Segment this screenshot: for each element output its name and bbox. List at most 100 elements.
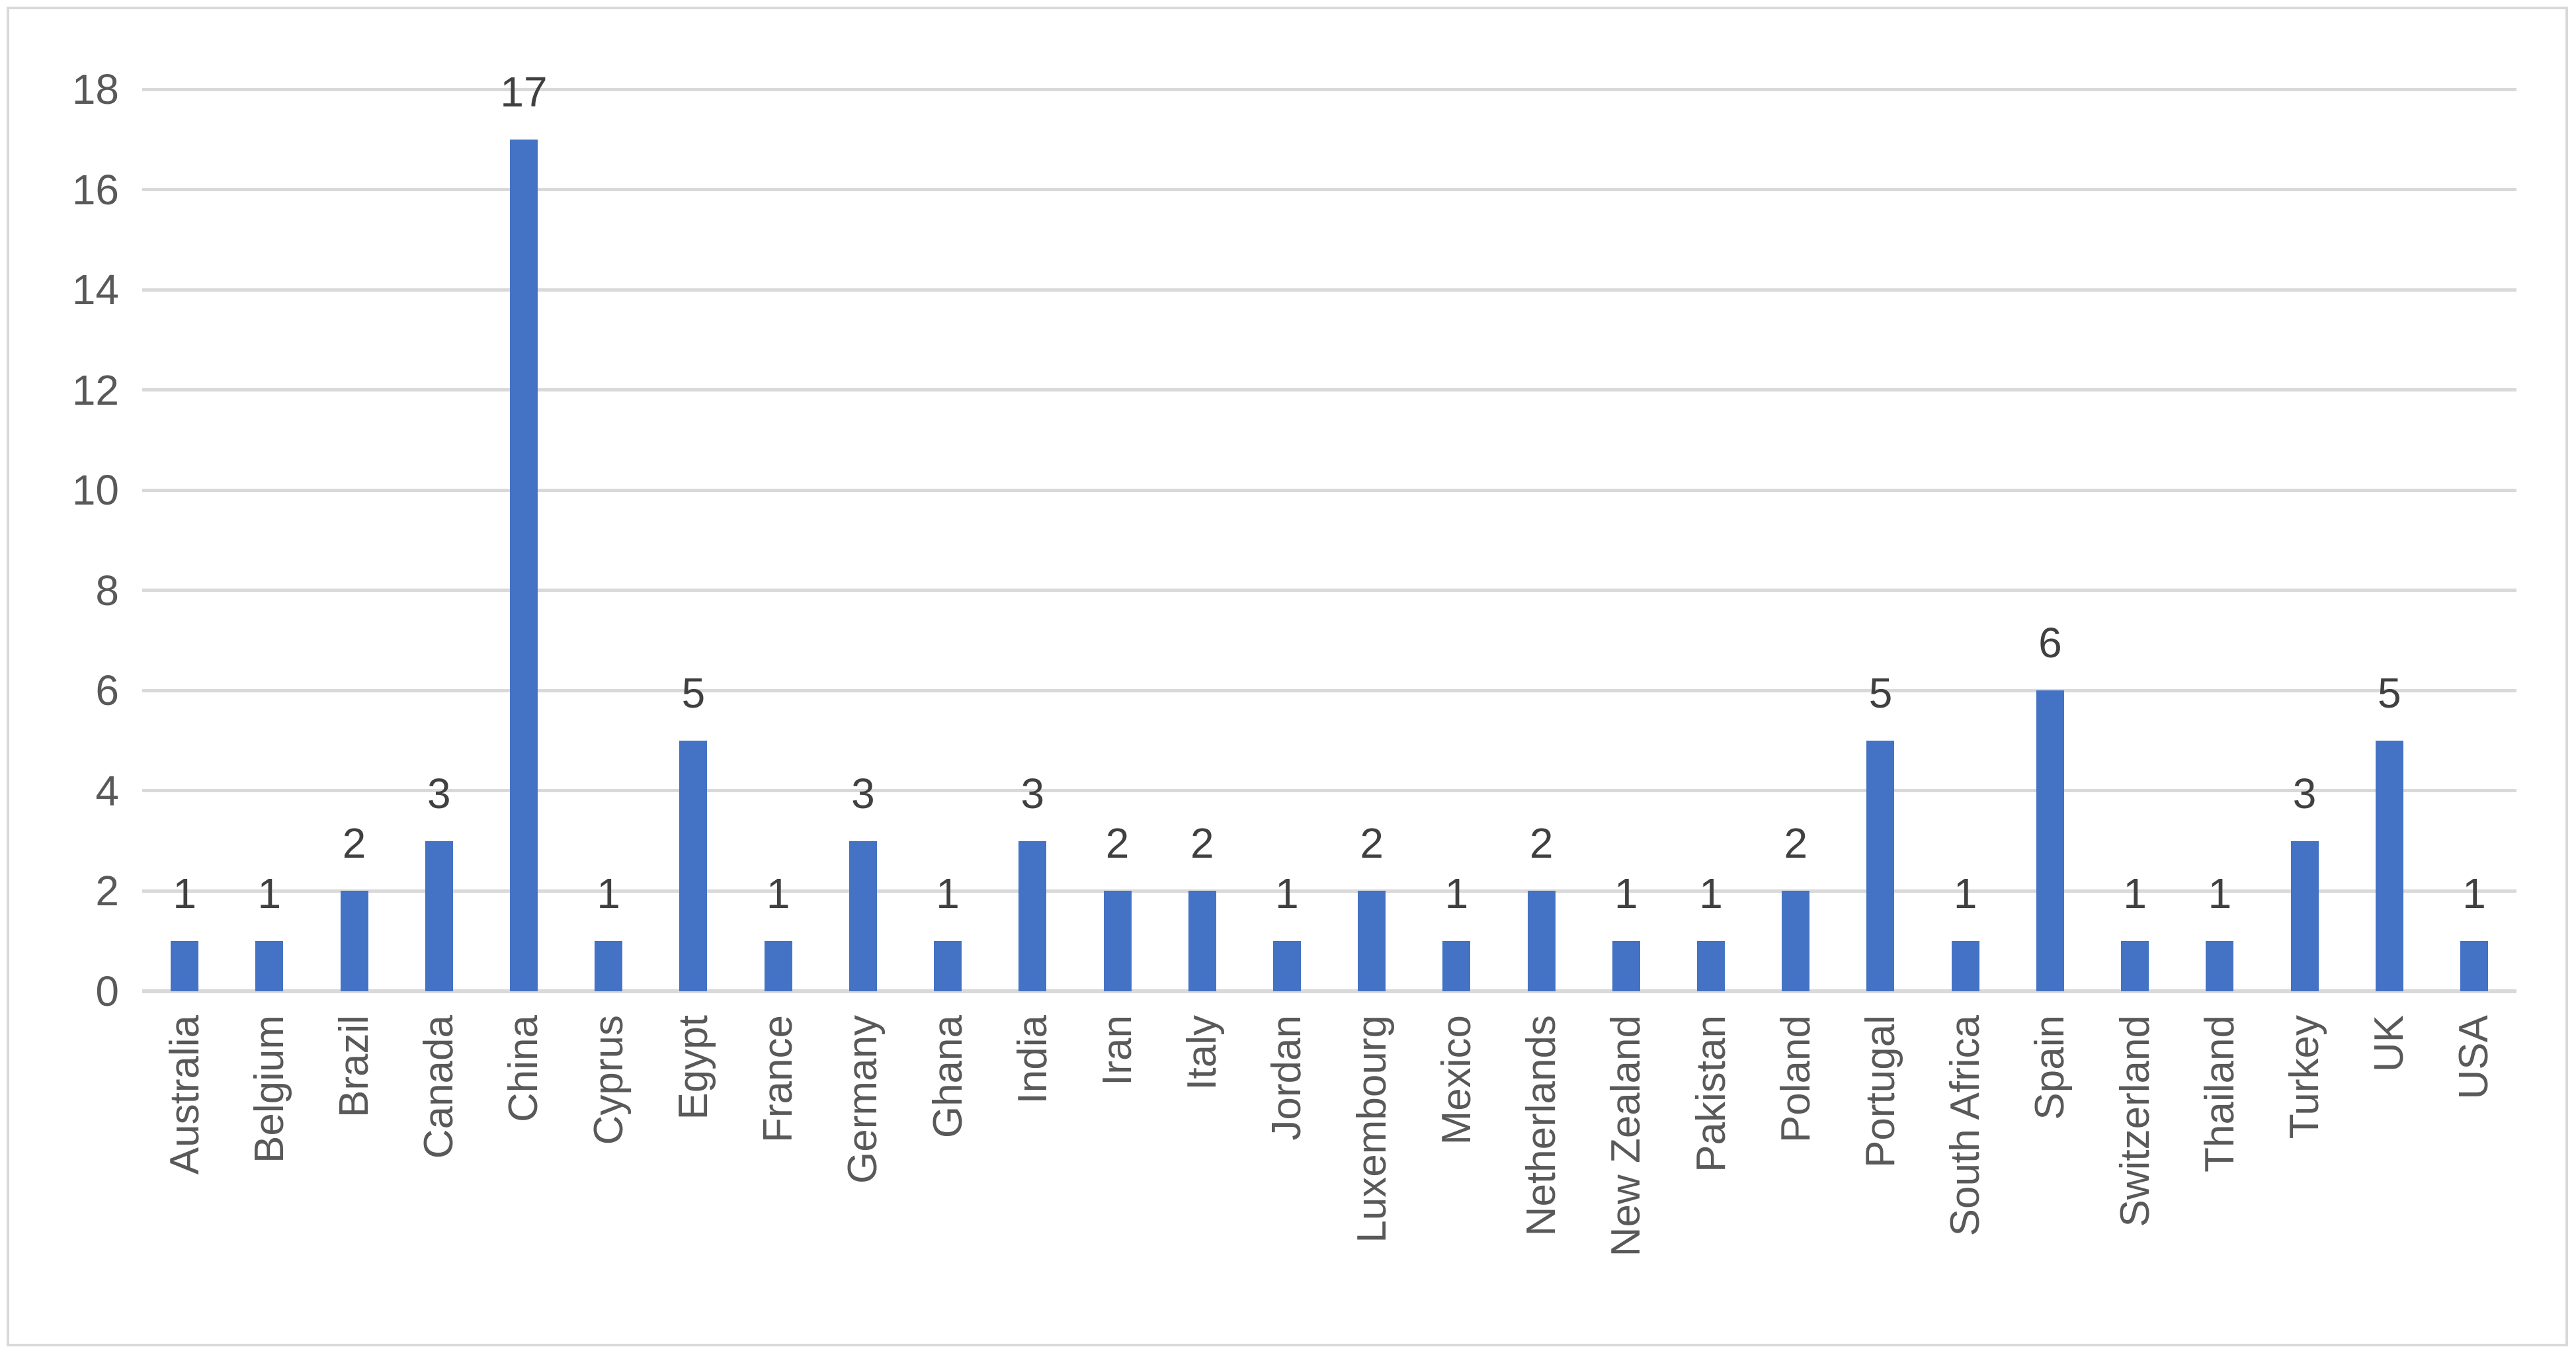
x-slot: New Zealand	[1584, 1015, 1669, 1332]
gridline	[142, 589, 2516, 593]
bar-value-label: 6	[2038, 619, 2062, 667]
x-category-label: Switzerland	[2112, 1015, 2158, 1227]
x-slot: Australia	[142, 1015, 227, 1332]
bar-slot: 5	[2347, 89, 2432, 991]
x-category-label: Australia	[161, 1015, 208, 1175]
bar	[1018, 840, 1047, 991]
bar	[1442, 941, 1471, 991]
x-slot: Germany	[821, 1015, 905, 1332]
x-category-label: Ghana	[925, 1015, 971, 1139]
chart-frame	[7, 7, 2568, 1346]
x-slot: Mexico	[1414, 1015, 1499, 1332]
y-tick-label: 8	[95, 566, 119, 614]
x-category-label: China	[501, 1015, 547, 1122]
bar	[425, 840, 453, 991]
bar-value-label: 1	[2123, 870, 2147, 918]
bar-value-label: 1	[597, 870, 620, 918]
gridline	[142, 188, 2516, 192]
bar-slot: 1	[1669, 89, 1753, 991]
bar	[849, 840, 877, 991]
bar	[2290, 840, 2319, 991]
bar	[340, 891, 368, 991]
x-category-label: Italy	[1179, 1015, 1226, 1090]
x-category-label: Netherlands	[1518, 1015, 1565, 1237]
bar-slot: 3	[821, 89, 905, 991]
bar	[1527, 891, 1556, 991]
bar	[934, 941, 962, 991]
x-category-label: Turkey	[2282, 1015, 2328, 1139]
bar-slot: 2	[1160, 89, 1245, 991]
gridline	[142, 488, 2516, 492]
gridline	[142, 889, 2516, 893]
bar-slot: 1	[142, 89, 227, 991]
bar-value-label: 17	[500, 67, 548, 116]
bar-value-label: 3	[851, 769, 875, 817]
bar-value-label: 5	[1868, 669, 1893, 718]
bar	[1612, 941, 1640, 991]
bar	[509, 139, 538, 991]
x-category-label: UK	[2366, 1015, 2413, 1073]
x-slot: India	[990, 1015, 1075, 1332]
bar-slot: 1	[2432, 89, 2516, 991]
x-slot: Netherlands	[1499, 1015, 1584, 1332]
x-slot: Jordan	[1245, 1015, 1329, 1332]
bar-slot: 3	[2262, 89, 2347, 991]
x-slot: Portugal	[1838, 1015, 1923, 1332]
bar	[255, 941, 284, 991]
bar-slot: 1	[566, 89, 651, 991]
x-slot: Switzerland	[2093, 1015, 2177, 1332]
bar	[1272, 941, 1301, 991]
x-slot: Italy	[1160, 1015, 1245, 1332]
bar-value-label: 1	[1444, 870, 1469, 918]
x-slot: Luxembourg	[1329, 1015, 1414, 1332]
gridline	[142, 288, 2516, 292]
x-category-label: Germany	[840, 1015, 886, 1184]
gridline	[142, 688, 2516, 692]
x-category-label: Canada	[416, 1015, 462, 1159]
x-category-label: South Africa	[1942, 1015, 1989, 1237]
y-tick-label: 18	[71, 65, 119, 113]
bar-slot: 6	[2008, 89, 2093, 991]
bar-slot: 1	[2093, 89, 2177, 991]
bar	[1951, 941, 1979, 991]
bar-value-label: 5	[2378, 669, 2401, 718]
x-category-label: Portugal	[1857, 1015, 1903, 1168]
bar-slot: 3	[990, 89, 1075, 991]
bar	[2206, 941, 2234, 991]
bar-value-label: 2	[1529, 819, 1554, 868]
bar	[1866, 741, 1895, 991]
x-slot: China	[481, 1015, 566, 1332]
y-tick-label: 12	[71, 366, 119, 414]
bar-slot: 1	[1414, 89, 1499, 991]
bar-slot: 2	[312, 89, 396, 991]
bar-value-label: 1	[1275, 870, 1299, 918]
bar	[764, 941, 792, 991]
bar-slot: 5	[1838, 89, 1923, 991]
gridline	[142, 87, 2516, 91]
x-slot: UK	[2347, 1015, 2432, 1332]
x-slot: Thailand	[2177, 1015, 2262, 1332]
bar-slot: 1	[1584, 89, 1669, 991]
x-category-label: Iran	[1094, 1015, 1140, 1086]
x-category-label: New Zealand	[1603, 1015, 1649, 1257]
bar-value-label: 1	[936, 870, 960, 918]
x-slot: Belgium	[227, 1015, 312, 1332]
bar-value-label: 2	[1360, 819, 1384, 868]
bar	[1103, 891, 1132, 991]
bar-slot: 1	[1923, 89, 2008, 991]
x-category-label: Cyprus	[585, 1015, 632, 1145]
bar-value-label: 1	[173, 870, 196, 918]
bar-value-label: 3	[1020, 769, 1045, 817]
bar-value-label: 2	[1190, 819, 1214, 868]
bar-value-label: 5	[681, 669, 706, 718]
x-axis-labels: Australia Belgium Brazil Canada China Cyprus E…	[142, 1015, 2516, 1332]
bar-slot: 1	[1245, 89, 1329, 991]
bars-layer: 1 1 2 3 17 1 5 1 3 1 3 2 2 1 2 1 2 1 1 2 5 1 6 1 1 3 5 1	[142, 71, 2516, 991]
bar	[595, 941, 623, 991]
bar	[2375, 741, 2403, 991]
bar-slot: 2	[1753, 89, 1838, 991]
bar-slot: 2	[1329, 89, 1414, 991]
x-slot: Pakistan	[1669, 1015, 1753, 1332]
x-slot: Cyprus	[566, 1015, 651, 1332]
bar-value-label: 3	[427, 769, 451, 817]
